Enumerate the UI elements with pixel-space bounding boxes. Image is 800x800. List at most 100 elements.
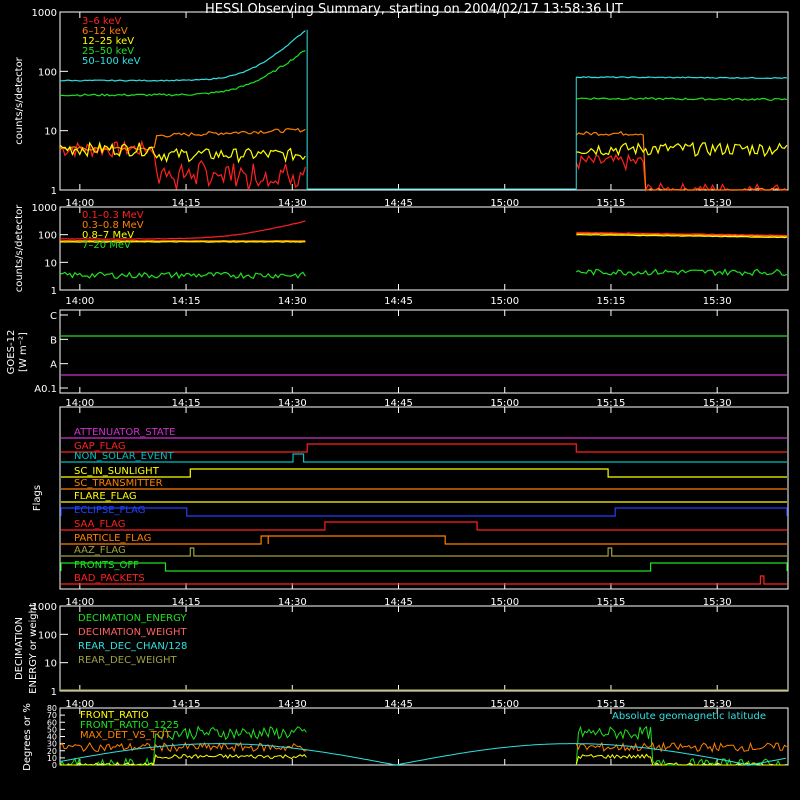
x-tick-label-p5-2: 14:30: [278, 699, 307, 710]
x-tick-label-p4-1: 14:15: [172, 597, 201, 608]
max-det-vs-tot-b: [575, 741, 787, 753]
series-0.1-0.3mev-b: [576, 231, 787, 237]
panel-frame-2: [59, 206, 789, 291]
x-tick-label-p3-0: 14:00: [65, 398, 94, 409]
flag-line-1: [61, 443, 787, 453]
y-tick-label-p1-3: 1000: [32, 8, 57, 19]
series-0.8-7mev-a: [59, 240, 306, 243]
flag-label-8: PARTICLE_FLAG: [74, 533, 151, 544]
flag-label-7: SAA_FLAG: [74, 519, 125, 530]
legend-p1-0: 3–6 keV: [82, 16, 121, 27]
x-tick-label-p3-2: 14:30: [278, 398, 307, 409]
y-tick-label-p5-0: 1: [51, 687, 57, 698]
y-tick-label-p6-3: 30: [47, 740, 57, 749]
flag-line-11: [61, 575, 787, 585]
x-tick-label-p2-3: 14:45: [384, 296, 413, 307]
series-50-100kev-b: [576, 76, 787, 80]
max-det-vs-tot-a: [59, 741, 307, 753]
y-tick-label-p2-2: 100: [38, 231, 57, 242]
x-tick-label-p2-5: 15:15: [597, 296, 626, 307]
front-ratio-b: [575, 753, 787, 766]
x-tick-label-p4-5: 15:15: [597, 597, 626, 608]
flag-line-10: [60, 562, 788, 572]
geomagnetic-latitude: [59, 743, 786, 766]
series-6-12kev-b: [575, 130, 788, 191]
legend-p5-1: DECIMATION_WEIGHT: [78, 627, 187, 638]
x-tick-label-p2-1: 14:15: [172, 296, 201, 307]
flag-line-8: [61, 535, 787, 545]
series-6-12kev-a: [59, 127, 306, 151]
x-tick-label-p4-0: 14:00: [65, 597, 94, 608]
y-axis-label-p5: DECIMATION: [14, 617, 25, 680]
x-tick-label-p1-5: 15:15: [597, 198, 626, 209]
flag-line-6: [60, 507, 788, 517]
x-tick-label-p1-2: 14:30: [278, 198, 307, 209]
x-tick-label-p4-6: 15:30: [703, 597, 732, 608]
y-tick-label-p6-5: 50: [47, 725, 57, 734]
legend-p2-1: 0.3–0.8 MeV: [82, 220, 144, 231]
legend-p6-1: FRONT_RATIO_1225: [80, 720, 179, 731]
x-tick-label-p5-4: 15:00: [490, 699, 519, 710]
x-tick-label-p5-0: 14:00: [65, 699, 94, 710]
legend-p5-2: REAR_DEC_CHAN/128: [78, 641, 187, 652]
y-tick-label-p1-1: 10: [44, 127, 57, 138]
y-axis-label-p2: counts/s/detector: [14, 204, 25, 292]
series-12-25kev-a: [59, 141, 306, 164]
series-12-25kev-b: [576, 141, 788, 158]
y-tick-label-p6-7: 70: [47, 711, 57, 720]
flag-label-2: NON_SOLAR_EVENT: [74, 451, 175, 462]
x-tick-label-p3-5: 15:15: [597, 398, 626, 409]
panel-frame-4: [59, 406, 789, 590]
x-tick-label-p1-0: 14:00: [65, 198, 94, 209]
flag-label-3: SC_IN_SUNLIGHT: [74, 466, 160, 477]
series-0.3-0.8mev-b: [576, 232, 787, 238]
legend-p2-2: 0.8–7 MeV: [82, 230, 134, 241]
x-tick-label-p3-3: 14:45: [384, 398, 413, 409]
flag-label-1: GAP_FLAG: [74, 441, 126, 452]
y-tick-label-p3-1: A: [50, 360, 57, 371]
chart-layer: 14:00 14:15 14:30 14:45 15:00 15:15 15:30 14:00…: [6, 8, 789, 771]
legend-p2-3: 7–20 MeV: [82, 240, 131, 251]
y-tick-label-p5-1: 10: [44, 659, 57, 670]
flag-line-9: [61, 547, 787, 557]
x-tick-label-p2-4: 15:00: [490, 296, 519, 307]
flag-label-5: FLARE_FLAG: [74, 491, 137, 502]
x-tick-label-p5-6: 15:30: [703, 699, 732, 710]
series-7-20mev-b: [576, 268, 788, 277]
y-tick-label-p3-2: B: [50, 335, 57, 346]
flag-line-7: [61, 521, 787, 531]
series-7-20mev-a: [59, 271, 306, 280]
geomagnetic-latitude-label: Absolute geomagnetic latitude: [612, 711, 766, 722]
series-0.1-0.3mev-a: [59, 220, 306, 240]
front-ratio-1225-a: [59, 725, 307, 767]
panel-frame-5: [59, 605, 789, 692]
x-tick-label-p2-0: 14:00: [65, 296, 94, 307]
y-tick-label-p2-3: 1000: [32, 203, 57, 214]
y-axis-label-p3: GOES-12: [6, 330, 17, 375]
panel-frame-1: [59, 11, 789, 191]
y-tick-label-p2-0: 1: [51, 286, 57, 297]
front-ratio-a: [59, 753, 307, 766]
x-tick-label-p5-1: 14:15: [172, 699, 201, 710]
y-tick-label-p6-8: 80: [47, 704, 57, 713]
x-tick-label-p3-6: 15:30: [703, 398, 732, 409]
legend-p5-3: REAR_DEC_WEIGHT: [78, 655, 177, 666]
x-tick-label-p1-6: 15:30: [703, 198, 732, 209]
y-tick-label-p6-1: 10: [47, 754, 57, 763]
chart-title: HESSI Observing Summary, starting on 200…: [205, 2, 623, 17]
series-25-50kev-a: [59, 50, 306, 97]
y-tick-label-p1-2: 100: [38, 67, 57, 78]
legend-p1-1: 6–12 keV: [82, 26, 128, 37]
x-tick-label-p4-2: 14:30: [278, 597, 307, 608]
y-tick-label-p5-2: 100: [38, 630, 57, 641]
legend-p1-4: 50–100 keV: [82, 56, 141, 67]
x-tick-label-p4-3: 14:45: [384, 597, 413, 608]
x-tick-label-p4-4: 15:00: [490, 597, 519, 608]
legend-p5-0: DECIMATION_ENERGY: [78, 613, 187, 624]
y-tick-label-p3-3: C: [50, 311, 57, 322]
x-tick-label-p1-4: 15:00: [490, 198, 519, 209]
y-tick-label-p2-1: 10: [44, 258, 57, 269]
series-25-50kev-b: [576, 97, 788, 101]
series-0.8-7mev-b: [576, 233, 787, 239]
